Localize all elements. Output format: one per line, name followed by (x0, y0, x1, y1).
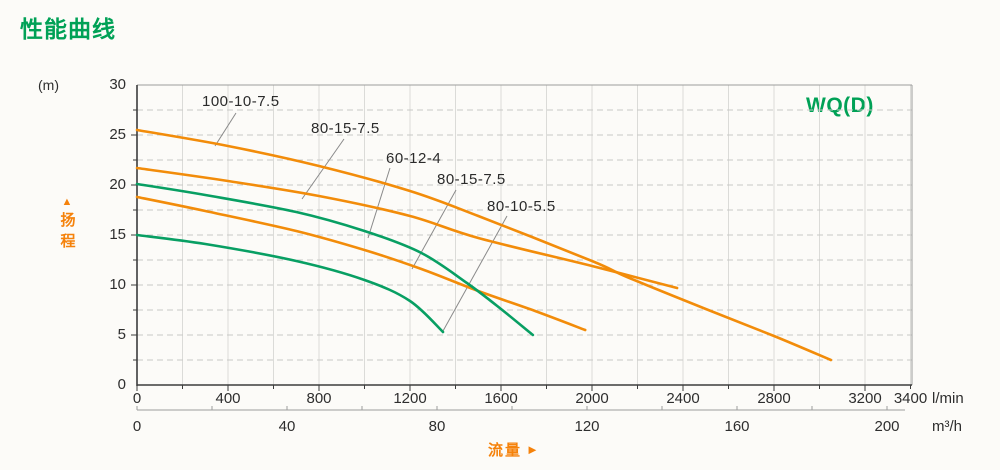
y-axis-title: ▲ 扬程 (54, 196, 80, 254)
y-axis-title-text: 扬程 (58, 212, 76, 254)
right-arrow-icon: ► (526, 442, 539, 457)
curve-label: 60-12-4 (386, 150, 442, 167)
y-axis-unit: (m) (38, 77, 59, 93)
x-tick-label-m3h: 160 (724, 418, 750, 435)
page-title: 性能曲线 (20, 16, 116, 42)
curve-label: 80-15-7.5 (311, 120, 380, 137)
label-leader-line (367, 167, 391, 239)
x-tick-label-m3h: 200 (874, 418, 900, 435)
y-tick-label: 0 (117, 376, 126, 393)
y-tick-label: 20 (109, 176, 126, 193)
label-leader-line (301, 138, 345, 200)
series-family-label: WQ(D) (806, 94, 874, 117)
x-tick-label-lmin: 3200 (848, 390, 882, 407)
x-axis-title: 流量 ► (488, 439, 539, 460)
x-tick-label-lmin: 2400 (666, 390, 700, 407)
curve-label: 80-10-5.5 (487, 198, 556, 215)
x-tick-label-lmin: 3400 (893, 390, 928, 407)
y-tick-label: 10 (109, 276, 126, 293)
x-tick-label-lmin: 400 (215, 390, 241, 407)
y-tick-label: 5 (117, 326, 126, 343)
x-axis-title-text: 流量 (488, 442, 523, 459)
curve-60-12-4-3 (135, 182, 535, 337)
y-tick-label: 15 (109, 226, 126, 243)
x-tick-label-lmin: 0 (132, 390, 142, 407)
x-tick-label-m3h: 40 (278, 418, 296, 435)
y-tick-label: 30 (109, 76, 126, 93)
x-tick-label-lmin: 2000 (575, 390, 609, 407)
x-tick-label-m3h: 80 (428, 418, 446, 435)
x-axis-unit-lmin: l/min (932, 390, 964, 407)
x-tick-label-lmin: 2800 (757, 390, 791, 407)
curve-80-15-7.5-1 (135, 166, 679, 290)
x-tick-label-lmin: 1200 (393, 390, 427, 407)
x-tick-label-lmin: 800 (306, 390, 332, 407)
curve-label: 80-15-7.5 (437, 171, 506, 188)
x-tick-label-m3h: 120 (574, 418, 600, 435)
x-tick-label-m3h: 0 (132, 418, 142, 435)
curve-100-10-7.5-0 (135, 128, 833, 362)
up-arrow-icon: ▲ (61, 196, 73, 208)
x-axis-unit-m3h: m³/h (932, 418, 962, 435)
curve-80-10-5.5-4 (135, 233, 445, 334)
label-leader-line (214, 112, 237, 147)
curve-80-15-7.5-2 (135, 195, 587, 332)
label-leader-line (442, 215, 508, 332)
y-tick-label: 25 (109, 126, 126, 143)
x-tick-label-lmin: 1600 (484, 390, 518, 407)
curve-label: 100-10-7.5 (202, 93, 280, 110)
